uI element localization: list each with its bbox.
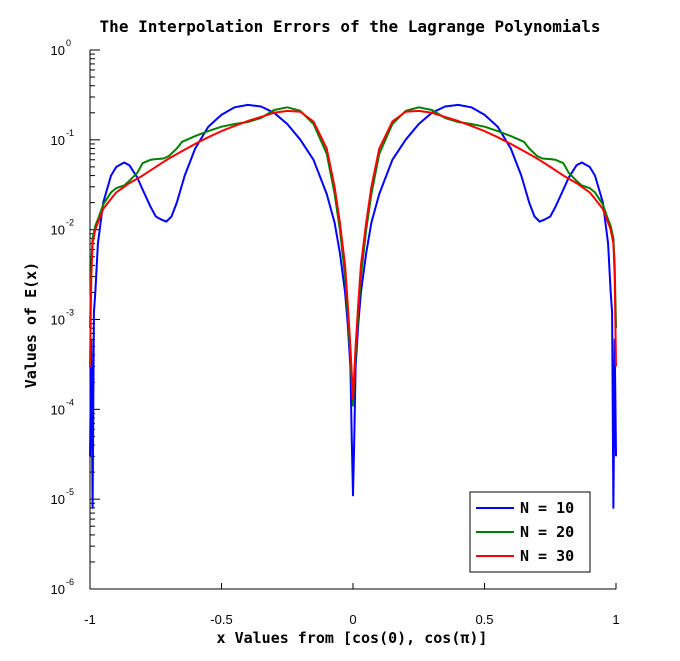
y-tick-base: 10 bbox=[51, 402, 65, 417]
y-tick-label: 10 bbox=[51, 43, 65, 58]
y-tick-label: 10 bbox=[51, 223, 65, 238]
x-tick-label: 0 bbox=[349, 612, 356, 627]
y-tick-exponent: -3 bbox=[66, 308, 74, 318]
y-tick-label: 10 bbox=[51, 313, 65, 328]
y-tick-exponent: -6 bbox=[66, 577, 74, 587]
series-line-n-10 bbox=[89, 103, 617, 509]
series-lines bbox=[89, 103, 617, 509]
x-axis-label: x Values from [cos(0), cos(π)] bbox=[217, 629, 488, 647]
y-tick-exponent: -2 bbox=[66, 218, 74, 228]
y-tick-base: 10 bbox=[51, 582, 65, 597]
x-tick-label: -0.5 bbox=[210, 612, 232, 627]
y-tick-base: 10 bbox=[51, 43, 65, 58]
y-tick-base: 10 bbox=[51, 313, 65, 328]
y-tick-base: 10 bbox=[51, 492, 65, 507]
y-tick-label: 10 bbox=[51, 402, 65, 417]
series-line-n-20 bbox=[89, 106, 617, 407]
y-tick-label: 10 bbox=[51, 582, 65, 597]
y-tick-exponent: -5 bbox=[66, 487, 74, 497]
y-tick-base: 10 bbox=[51, 133, 65, 148]
x-tick-label: 0.5 bbox=[475, 612, 493, 627]
x-tick-label: -1 bbox=[84, 612, 96, 627]
legend-label: N = 30 bbox=[520, 547, 574, 565]
y-axis-label: Values of E(x) bbox=[22, 262, 40, 388]
y-tick-base: 10 bbox=[51, 223, 65, 238]
x-tick-label: 1 bbox=[612, 612, 619, 627]
y-tick-exponent: -4 bbox=[66, 397, 74, 407]
y-tick-exponent: -1 bbox=[66, 128, 74, 138]
legend-label: N = 20 bbox=[520, 523, 574, 541]
y-tick-label: 10 bbox=[51, 492, 65, 507]
legend-label: N = 10 bbox=[520, 499, 574, 517]
series-line-n-30 bbox=[89, 109, 617, 401]
chart-title: The Interpolation Errors of the Lagrange… bbox=[100, 17, 601, 36]
y-tick-label: 10 bbox=[51, 133, 65, 148]
y-tick-exponent: 0 bbox=[66, 38, 71, 48]
legend: N = 10 N = 20 N = 30 bbox=[469, 491, 591, 573]
